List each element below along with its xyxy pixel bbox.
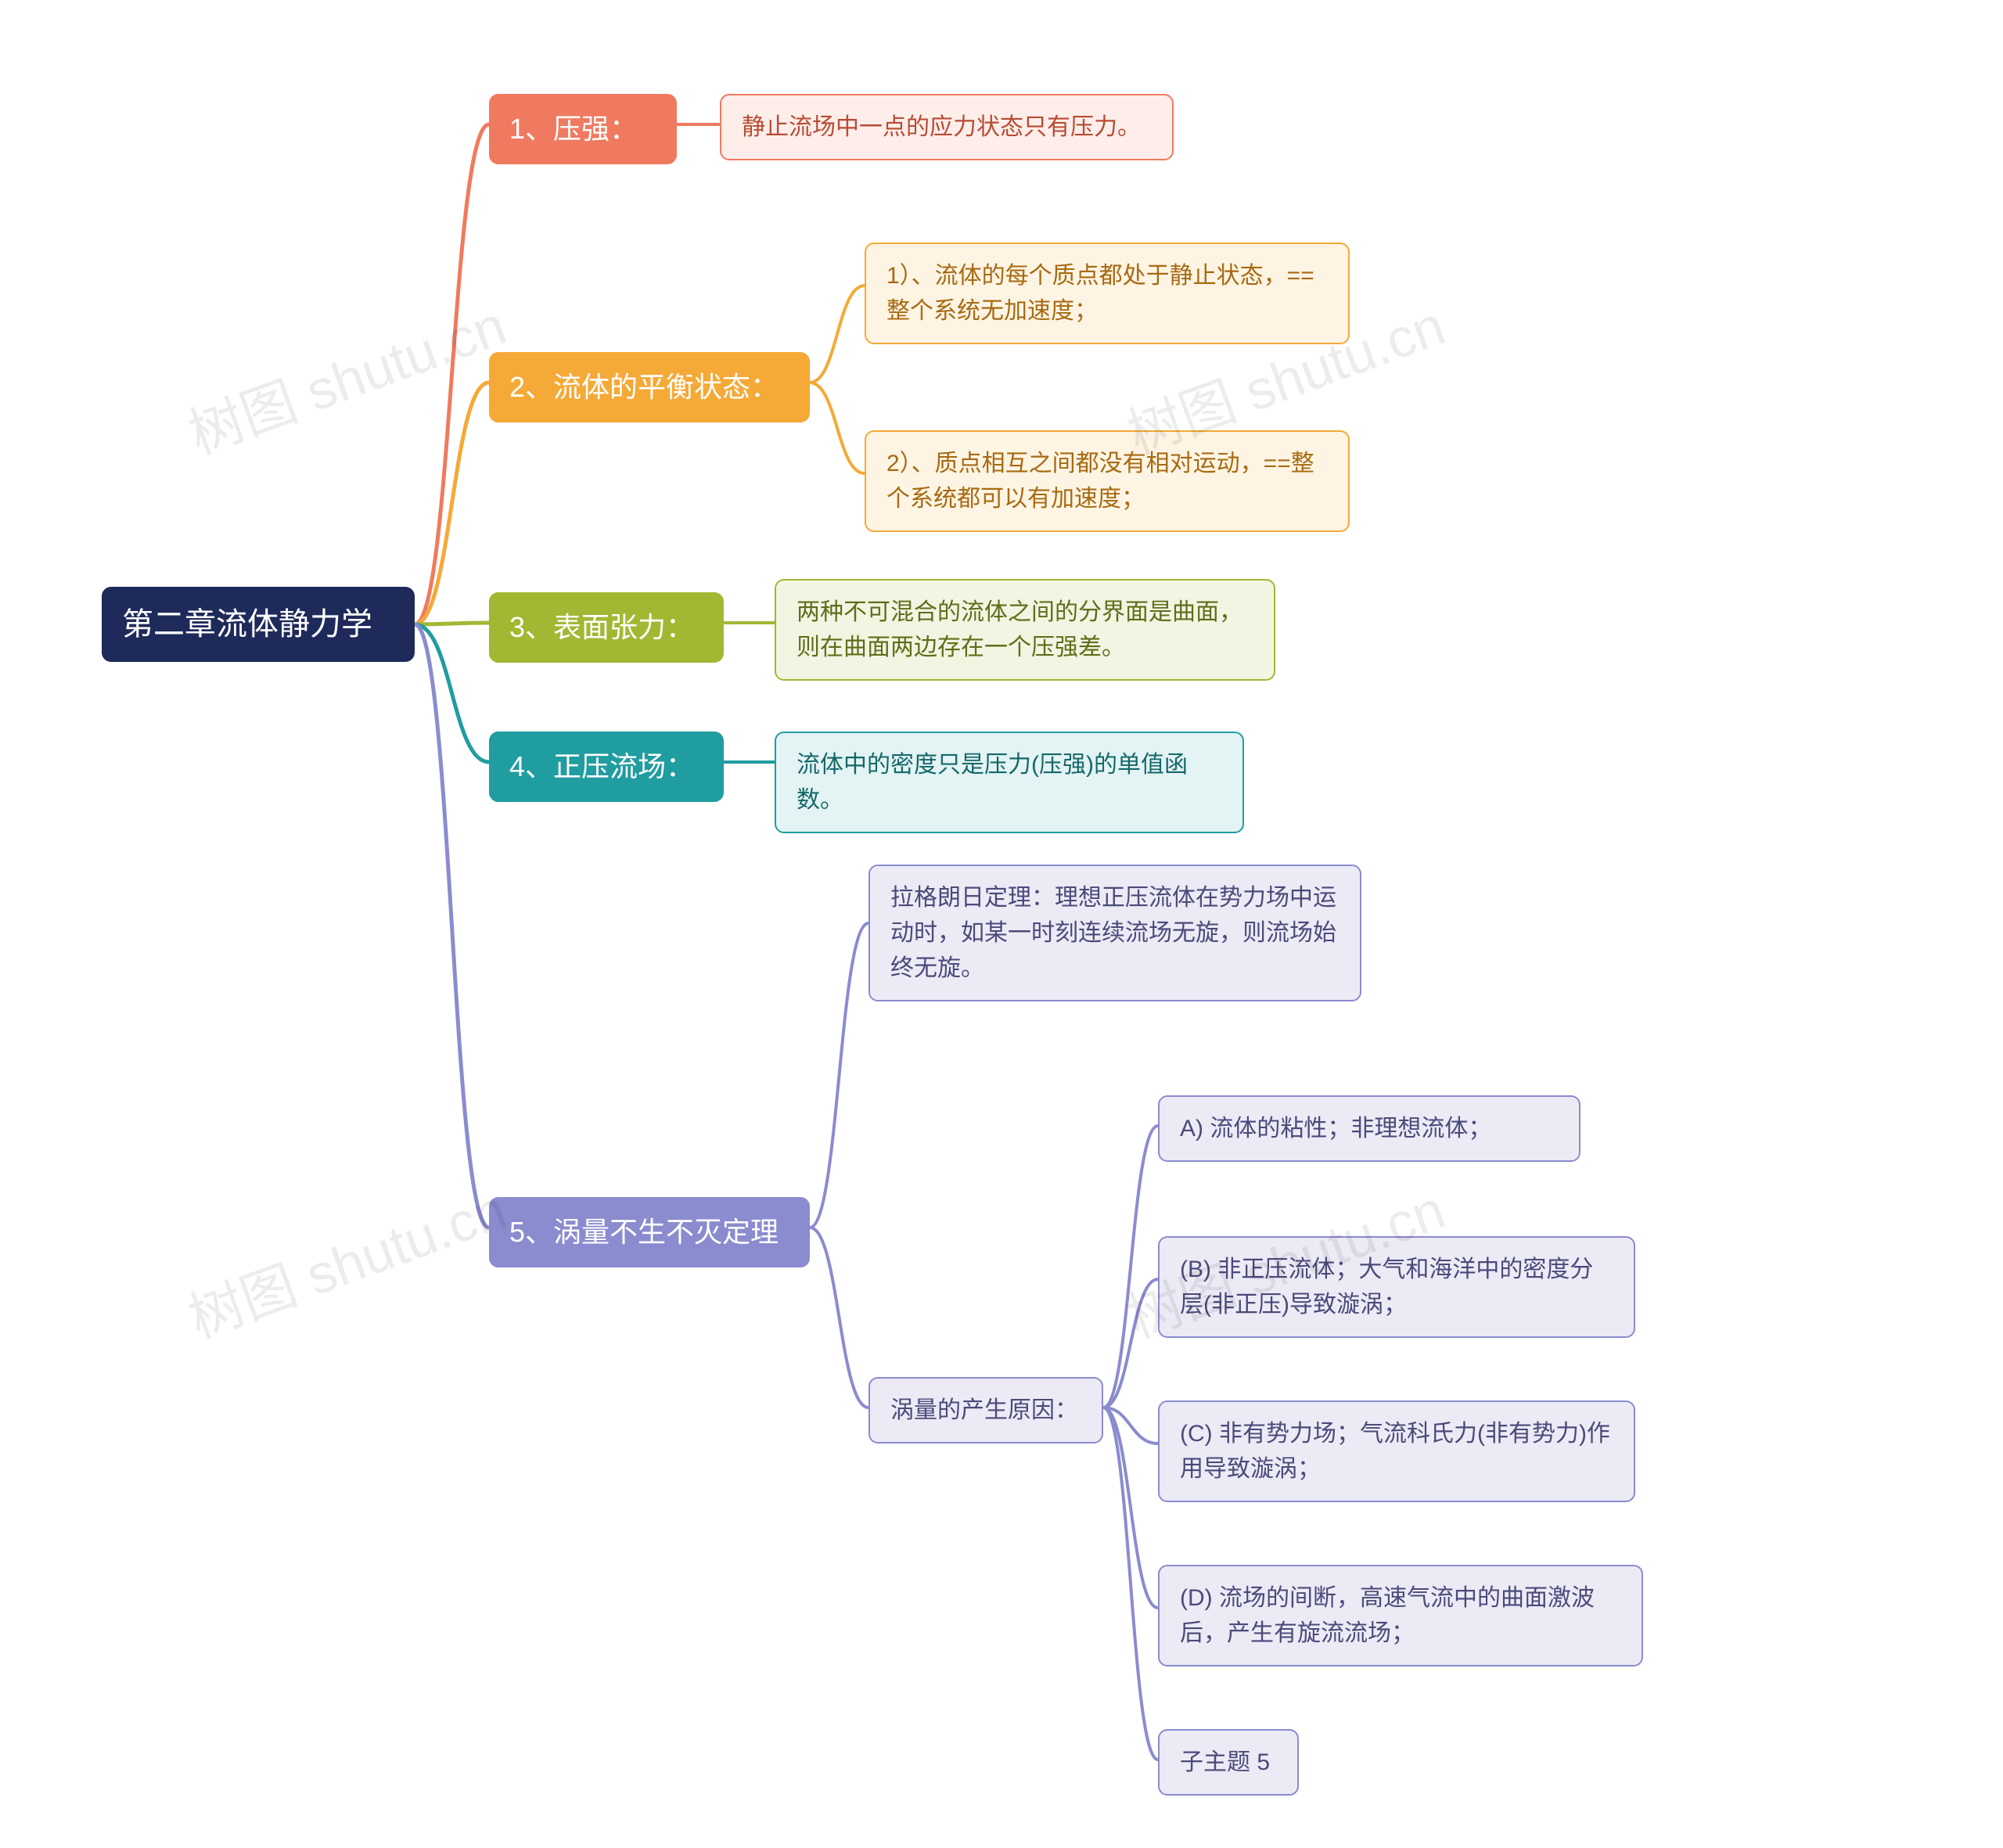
leaf-b5-1-3[interactable]: (D) 流场的间断，高速气流中的曲面激波后，产生有旋流流场； <box>1158 1565 1643 1666</box>
leaf-b5-1-1[interactable]: (B) 非正压流体；大气和海洋中的密度分层(非正压)导致漩涡； <box>1158 1236 1635 1338</box>
root-node[interactable]: 第二章流体静力学 <box>102 587 415 662</box>
branch-b4[interactable]: 4、正压流场： <box>489 732 724 802</box>
leaf-b5-1[interactable]: 涡量的产生原因： <box>868 1377 1103 1444</box>
watermark: 树图 shutu.cn <box>177 282 516 470</box>
leaf-b5-1-4[interactable]: 子主题 5 <box>1158 1729 1299 1796</box>
leaf-b4-0[interactable]: 流体中的密度只是压力(压强)的单值函数。 <box>775 732 1244 833</box>
branch-b1[interactable]: 1、压强： <box>489 94 677 164</box>
branch-b3[interactable]: 3、表面张力： <box>489 592 724 663</box>
leaf-b1-0[interactable]: 静止流场中一点的应力状态只有压力。 <box>720 94 1174 160</box>
leaf-b5-1-0[interactable]: A) 流体的粘性；非理想流体； <box>1158 1095 1580 1162</box>
leaf-b2-0[interactable]: 1）、流体的每个质点都处于静止状态，==整个系统无加速度； <box>865 243 1350 344</box>
branch-b2[interactable]: 2、流体的平衡状态： <box>489 352 810 422</box>
leaf-b3-0[interactable]: 两种不可混合的流体之间的分界面是曲面，则在曲面两边存在一个压强差。 <box>775 579 1275 681</box>
leaf-b5-1-2[interactable]: (C) 非有势力场；气流科氏力(非有势力)作用导致漩涡； <box>1158 1400 1635 1502</box>
leaf-b5-0[interactable]: 拉格朗日定理：理想正压流体在势力场中运动时，如某一时刻连续流场无旋，则流场始终无… <box>868 865 1361 1001</box>
mindmap-canvas: 第二章流体静力学 1、压强： 静止流场中一点的应力状态只有压力。 2、流体的平衡状态：… <box>0 0 2003 1848</box>
watermark: 树图 shutu.cn <box>177 1167 516 1354</box>
branch-b5[interactable]: 5、涡量不生不灭定理 <box>489 1197 810 1267</box>
leaf-b2-1[interactable]: 2）、质点相互之间都没有相对运动，==整个系统都可以有加速度； <box>865 430 1350 532</box>
